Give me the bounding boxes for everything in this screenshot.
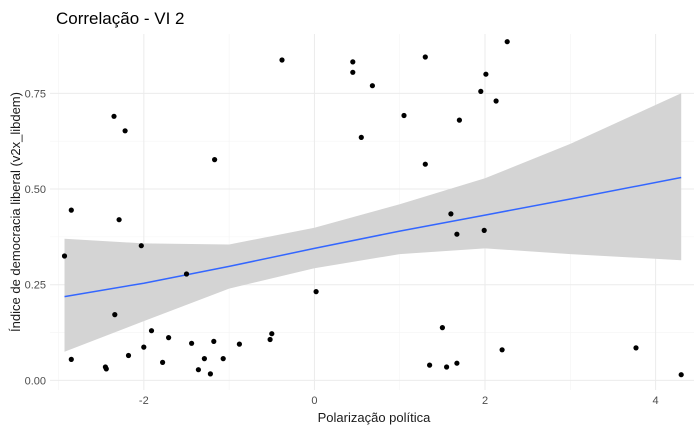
data-point	[350, 59, 356, 65]
x-tick-label: 0	[311, 395, 317, 407]
data-point	[504, 39, 510, 45]
data-point	[201, 356, 207, 362]
data-point	[678, 372, 684, 378]
data-point	[633, 345, 639, 351]
data-point	[478, 88, 484, 94]
data-point	[422, 54, 428, 60]
data-point	[183, 271, 190, 277]
y-tick-label: 0.25	[25, 280, 46, 292]
data-point	[220, 356, 226, 362]
data-point	[166, 335, 172, 341]
data-point	[454, 360, 460, 366]
data-point	[269, 331, 275, 337]
confidence-band	[64, 93, 682, 352]
data-point	[148, 328, 155, 334]
data-point	[207, 371, 213, 377]
data-points	[61, 39, 684, 378]
data-point	[427, 362, 433, 368]
regression-line	[64, 176, 682, 298]
data-point	[422, 161, 428, 167]
x-tick-label: -2	[139, 395, 149, 407]
data-point	[138, 243, 144, 249]
x-tick-label: 2	[482, 395, 488, 407]
data-point	[448, 211, 454, 217]
y-axis-title: Índice de democracia liberal (v2x_libdem…	[8, 92, 23, 332]
y-tick-label: 0.00	[25, 375, 46, 387]
data-point	[112, 312, 118, 318]
data-point	[267, 336, 273, 343]
confidence-band-area	[64, 93, 682, 352]
x-axis-title: Polarização política	[318, 410, 431, 425]
y-tick-label: 0.75	[25, 88, 46, 100]
data-point	[125, 352, 132, 359]
data-point	[116, 217, 122, 223]
data-point	[68, 356, 74, 362]
chart-title: Correlação - VI 2	[56, 9, 185, 28]
data-point	[212, 157, 218, 163]
data-point	[313, 289, 319, 295]
x-tick-label: 4	[653, 395, 659, 407]
data-point	[358, 134, 364, 140]
data-point	[61, 253, 68, 259]
data-point	[160, 359, 166, 365]
data-point	[189, 340, 195, 346]
x-axis-ticks: -2 0 2 4	[139, 395, 659, 407]
data-point	[493, 98, 499, 104]
y-axis-ticks: 0.00 0.25 0.50 0.75	[25, 88, 46, 387]
data-point	[236, 341, 242, 347]
data-point	[481, 227, 487, 233]
data-point	[456, 117, 462, 123]
data-point	[195, 367, 201, 373]
data-point	[68, 207, 74, 213]
data-point	[279, 57, 285, 63]
data-point	[211, 338, 217, 344]
data-point	[103, 366, 109, 372]
data-point	[401, 112, 407, 119]
data-point	[122, 128, 128, 134]
data-point	[483, 71, 489, 77]
data-point	[439, 325, 445, 331]
data-point	[141, 344, 147, 350]
data-point	[350, 69, 356, 75]
data-point	[499, 347, 505, 353]
data-point	[454, 231, 460, 237]
data-point	[444, 364, 450, 370]
y-tick-label: 0.50	[25, 184, 46, 196]
fit-line-group	[64, 176, 682, 298]
data-point	[369, 83, 375, 89]
data-point	[111, 113, 117, 119]
